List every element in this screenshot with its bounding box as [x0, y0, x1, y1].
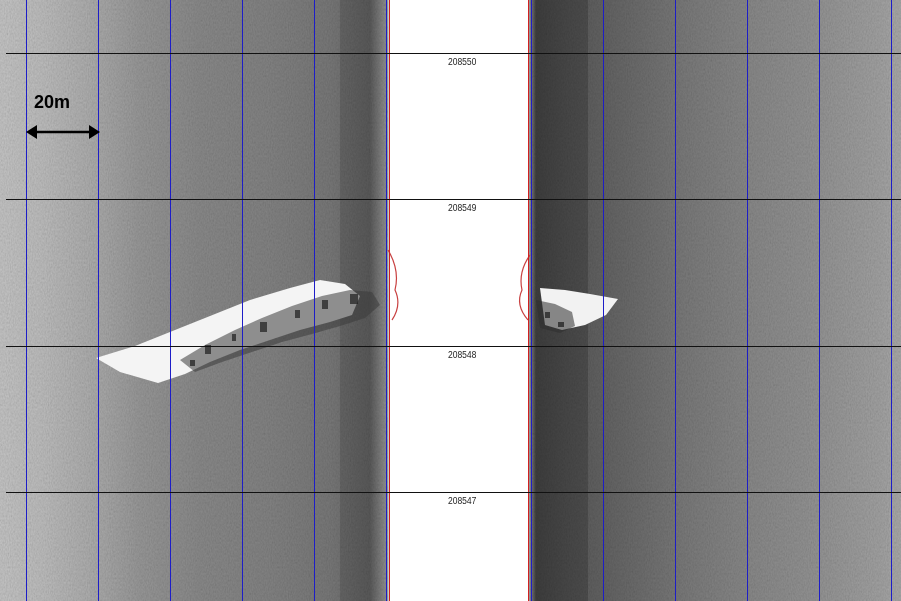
range-gridline	[747, 0, 748, 601]
range-gridline	[603, 0, 604, 601]
nadir-line-starboard	[528, 0, 529, 601]
range-gridline	[819, 0, 820, 601]
ping-marker-line	[6, 199, 901, 200]
nadir-flare-port	[387, 249, 399, 321]
range-gridline	[170, 0, 171, 601]
nadir-line-port	[389, 0, 390, 601]
scale-bar-label: 20m	[34, 92, 71, 112]
ping-marker-line	[6, 53, 901, 54]
ping-marker-label: 208547	[448, 496, 477, 507]
range-gridline	[675, 0, 676, 601]
nadir-flare-starboard	[518, 254, 531, 321]
ping-marker-label: 208548	[448, 350, 477, 361]
ping-marker-line	[6, 492, 901, 493]
wreck-body-starboard	[536, 300, 575, 333]
range-gridline	[314, 0, 315, 601]
double-headed-arrow-icon	[26, 125, 100, 139]
ping-marker-line	[6, 346, 901, 347]
wreck-body-port	[180, 290, 380, 372]
ping-marker-label: 208549	[448, 203, 477, 214]
ping-marker-label: 208550	[448, 57, 477, 68]
range-gridline	[242, 0, 243, 601]
range-gridline	[531, 0, 532, 601]
range-gridline	[891, 0, 892, 601]
range-gridline	[98, 0, 99, 601]
range-gridline	[26, 0, 27, 601]
range-gridline	[386, 0, 387, 601]
